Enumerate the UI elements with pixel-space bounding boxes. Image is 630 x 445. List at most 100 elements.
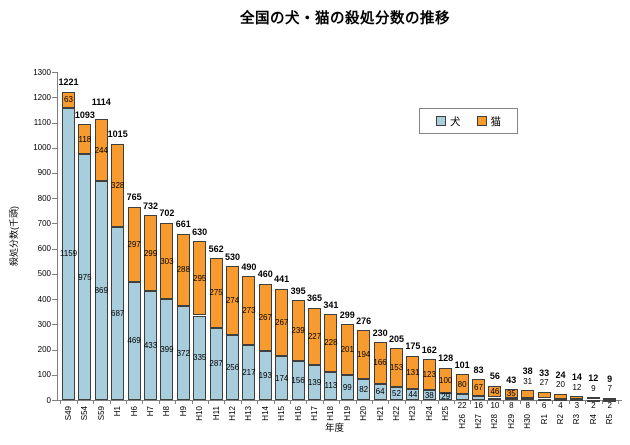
bar-label-total: 9 xyxy=(607,373,613,384)
bar-label-total: 205 xyxy=(388,333,405,344)
x-axis-category-label: H19 xyxy=(342,406,352,421)
bar-label-dog: 256 xyxy=(225,363,240,373)
bar-label-total: 128 xyxy=(438,353,454,363)
x-axis-category-label: H12 xyxy=(228,406,237,421)
bar-segment-dog xyxy=(242,345,256,400)
x-axis-category-label: R5 xyxy=(605,414,615,425)
bar-segment-dog xyxy=(94,180,108,400)
y-axis-tick xyxy=(52,198,57,200)
legend-item-dog: 犬 xyxy=(436,114,461,129)
x-axis-tick xyxy=(191,400,193,404)
bar-label-total: 490 xyxy=(241,261,257,272)
y-axis-tick-label: 300 xyxy=(37,319,51,329)
y-axis-tick-label: 0 xyxy=(46,395,51,405)
bar-label-dog: 469 xyxy=(127,336,141,346)
x-axis-tick xyxy=(535,400,537,404)
x-axis-category-label: H9 xyxy=(178,406,188,417)
y-axis-tick xyxy=(52,248,57,250)
y-axis-tick-label: 400 xyxy=(37,294,51,304)
bar-segment-cat xyxy=(226,266,239,336)
x-axis-category-label: H13 xyxy=(244,406,254,421)
x-axis-tick xyxy=(552,400,554,404)
x-axis-category-label: S59 xyxy=(96,406,106,421)
legend-label-cat: 猫 xyxy=(490,115,502,128)
bar-label-total: 101 xyxy=(454,359,470,370)
x-axis-tick xyxy=(437,400,439,404)
bar-label-total: 341 xyxy=(323,299,339,310)
x-axis-tick xyxy=(76,400,78,404)
bar-label-dog: 22 xyxy=(457,401,467,410)
bar-label-total: 765 xyxy=(126,192,142,203)
bar-segment-cat xyxy=(554,393,567,399)
bar-segment-cat xyxy=(340,324,354,375)
bar-label-total: 276 xyxy=(356,315,372,326)
x-axis-category-label: S49 xyxy=(64,406,73,421)
bar-segment-dog xyxy=(472,396,485,400)
bar-label-cat: 118 xyxy=(78,134,92,144)
bar-label-dog: 975 xyxy=(78,272,92,282)
x-axis-category-label: H6 xyxy=(129,406,139,417)
bar-segment-cat xyxy=(193,241,207,316)
x-axis-tick xyxy=(486,400,488,404)
chart-title: 全国の犬・猫の殺処分数の推移 xyxy=(240,11,450,27)
bar-label-dog: 2 xyxy=(591,401,596,410)
bar-segment-dog xyxy=(209,327,223,400)
bar-label-dog: 869 xyxy=(94,285,108,295)
bar-segment-dog xyxy=(570,399,584,402)
bar-label-dog: 113 xyxy=(324,381,338,391)
bar-segment-dog xyxy=(62,107,75,400)
bar-label-total: 661 xyxy=(175,219,191,229)
bar-label-cat: 227 xyxy=(307,331,322,341)
x-axis-tick xyxy=(224,400,226,404)
bar-segment-dog xyxy=(160,299,174,400)
bar-label-total: 162 xyxy=(421,344,437,355)
y-axis-tick-label: 700 xyxy=(37,218,51,228)
bar-segment-dog xyxy=(193,315,207,400)
bar-label-cat: 7 xyxy=(607,384,612,394)
bar-segment-cat xyxy=(258,283,272,352)
bar-label-total: 1015 xyxy=(107,129,128,140)
bar-label-cat: 67 xyxy=(474,383,483,392)
bar-label-cat: 31 xyxy=(523,376,533,386)
bar-segment-dog xyxy=(111,226,125,400)
y-axis-tick-label: 600 xyxy=(37,244,51,254)
x-axis-tick xyxy=(339,400,341,404)
x-axis-tick xyxy=(519,400,521,404)
bar-label-total: 732 xyxy=(142,200,159,211)
bar-label-cat: 9 xyxy=(591,383,596,393)
bar-label-total: 460 xyxy=(257,269,273,280)
bar-segment-dog xyxy=(537,398,551,401)
bar-label-cat: 267 xyxy=(275,317,289,327)
bar-label-dog: 287 xyxy=(209,359,223,369)
bar-segment-cat xyxy=(160,222,174,300)
bar-label-cat: 244 xyxy=(94,145,108,155)
bar-label-total: 562 xyxy=(208,243,224,254)
bar-segment-dog xyxy=(144,290,157,400)
y-axis-tick-label: 500 xyxy=(37,269,51,279)
bar-segment-cat xyxy=(78,124,92,154)
bar-segment-cat xyxy=(357,330,371,380)
bar-label-dog: 217 xyxy=(242,368,256,378)
x-axis-tick xyxy=(371,400,373,404)
bar-segment-dog xyxy=(455,394,469,400)
x-axis-tick xyxy=(158,400,160,404)
x-axis-tick xyxy=(404,400,406,404)
bar-segment-cat xyxy=(209,258,223,328)
bar-label-cat: 275 xyxy=(209,288,223,298)
bar-label-cat: 80 xyxy=(457,379,467,389)
bar-label-cat: 303 xyxy=(160,256,174,266)
bar-segment-dog xyxy=(521,398,535,400)
bar-label-total: 365 xyxy=(306,293,323,304)
x-axis-category-label: H24 xyxy=(424,406,434,421)
bar-label-total: 441 xyxy=(274,274,290,285)
bar-label-cat: 27 xyxy=(539,378,549,388)
bar-label-dog: 139 xyxy=(307,378,322,387)
x-axis-category-label: H15 xyxy=(277,406,287,421)
x-axis-category-label: H23 xyxy=(408,406,418,421)
bar-label-total: 56 xyxy=(489,371,500,382)
bar-segment-cat xyxy=(373,342,387,384)
bar-label-cat: 297 xyxy=(127,239,141,249)
x-axis-tick xyxy=(257,400,259,404)
bar-label-total: 1114 xyxy=(91,96,111,107)
